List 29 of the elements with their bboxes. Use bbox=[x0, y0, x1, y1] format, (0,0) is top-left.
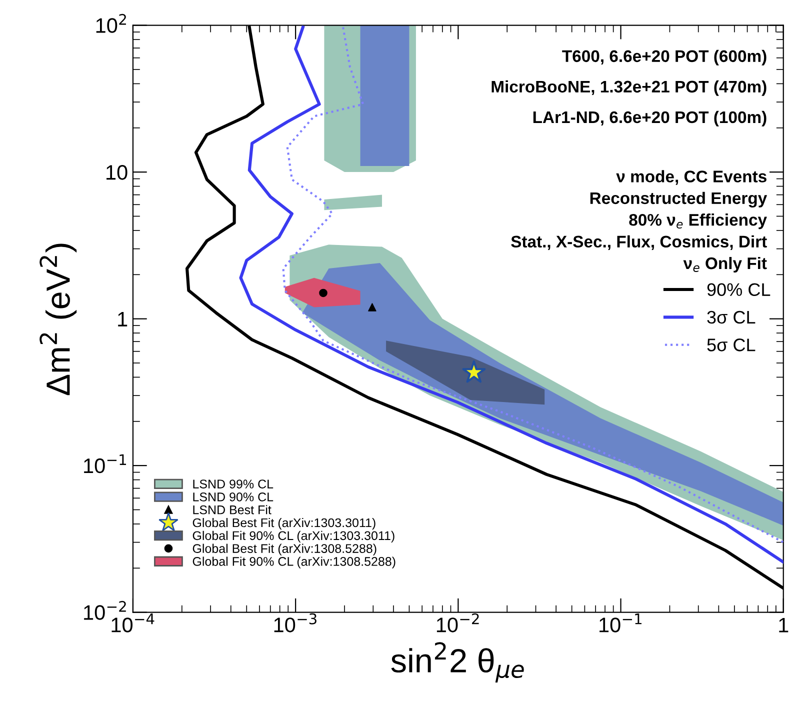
annotation: T600, 6.6e+20 POT (600m) bbox=[562, 50, 766, 66]
legend-label: Global Fit 90% CL (arXiv:1308.5288) bbox=[192, 556, 396, 568]
annotation: LAr1-ND, 6.6e+20 POT (100m) bbox=[533, 110, 766, 126]
legend-label: 5σ CL bbox=[707, 338, 756, 352]
annotation: Reconstructed Energy bbox=[590, 192, 768, 208]
annotation: 80% ν$_{e}$ Efficiency bbox=[629, 214, 767, 230]
x-tick-label: 10$^{−4}$ bbox=[112, 614, 154, 632]
annotation: ν mode, CC Events bbox=[616, 170, 766, 185]
x-tick-label: 10$^{−3}$ bbox=[274, 613, 316, 632]
y-tick-label: 1 bbox=[118, 312, 128, 326]
x-tick-label: 10$^{−1}$ bbox=[600, 614, 642, 632]
legend-label: LSND 90% CL bbox=[193, 492, 274, 502]
legend-label: Global Fit 90% CL (arXiv:1303.3011) bbox=[192, 530, 394, 543]
annotation: Stat., X-Sec., Flux, Cosmics, Dirt bbox=[511, 235, 767, 250]
legend-label: 90% CL bbox=[707, 283, 770, 296]
y-tick-label: 10$^{−1}$ bbox=[84, 454, 126, 474]
y-axis-title: Δm$^{2}$ (eV$^{2}$) bbox=[40, 244, 77, 396]
legend-label: LSND 99% CL bbox=[193, 480, 274, 488]
legend-label: Global Best Fit (arXiv:1303.3011) bbox=[192, 518, 376, 530]
y-tick-label: 10$^{2}$ bbox=[96, 14, 126, 33]
x-tick-label: 10$^{−2}$ bbox=[436, 613, 479, 632]
annotation: MicroBooNE, 1.32e+21 POT (470m) bbox=[492, 80, 766, 96]
legend-label: Global Best Fit (arXiv:1308.5288) bbox=[192, 544, 376, 556]
annotation: ν$_{e}$ Only Fit bbox=[683, 256, 767, 273]
x-tick-label: 1 bbox=[779, 618, 788, 632]
x-axis-title: sin$^{2}$2 θ$_{μe}$ bbox=[391, 642, 524, 683]
legend-label: 3σ CL bbox=[707, 310, 756, 324]
y-tick-label: 10 bbox=[106, 165, 128, 180]
legend-label: LSND Best Fit bbox=[193, 505, 272, 514]
